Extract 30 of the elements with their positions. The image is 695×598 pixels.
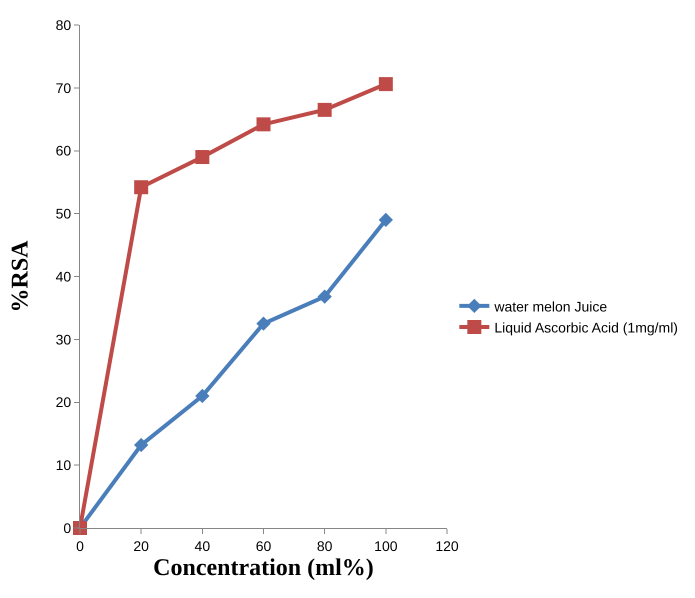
point [134,438,148,452]
point [318,289,332,304]
x-tick-label: 60 [256,538,272,554]
x-tick-label: 120 [435,538,459,554]
point [256,316,271,331]
y-tick-label: 20 [56,394,72,410]
y-tick-label: 40 [56,268,72,284]
point [134,180,148,194]
x-tick-label: 100 [374,538,398,554]
point [195,150,210,164]
x-tick-label: 20 [133,538,150,554]
y-tick-label: 30 [56,331,72,348]
y-tick-label: 50 [56,206,72,222]
y-tick-label: 0 [63,520,72,536]
point [256,117,270,132]
x-axis-title: Concentration (ml%) [153,555,374,582]
x-tick-label: 40 [194,538,210,554]
y-tick-label: 70 [56,80,72,96]
y-tick-label: 80 [56,16,72,33]
legend-label: Liquid Ascorbic Acid (1mg/ml) [494,320,678,336]
point [378,212,393,228]
point [378,77,393,92]
x-tick-label: 80 [316,538,333,554]
y-tick-label: 10 [56,457,72,474]
point [318,102,332,117]
legend-label: water melon Juice [493,298,608,314]
y-axis-title: %RSA [8,240,34,313]
x-tick-label: 0 [76,538,84,554]
point [195,388,210,404]
y-tick-label: 60 [56,142,72,159]
